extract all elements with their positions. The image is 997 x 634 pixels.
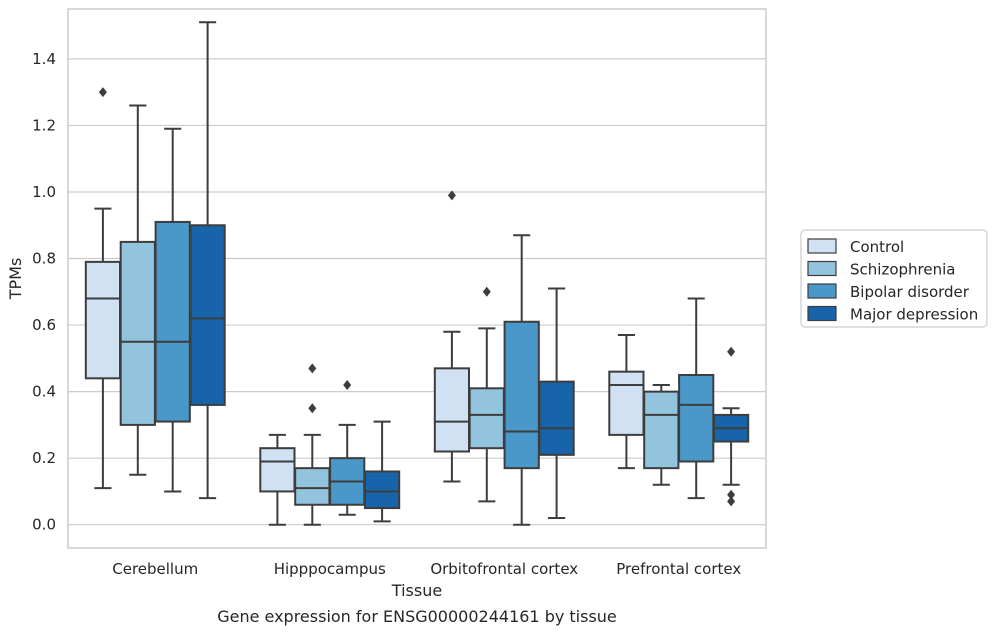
iqr-box [84, 260, 122, 380]
outlier-point [482, 286, 491, 297]
box-control [608, 334, 645, 470]
outlier-point [727, 496, 736, 507]
legend-swatch [807, 283, 837, 299]
y-tick-label: 0.6 [32, 316, 56, 334]
y-tick-labels: 0.0 0.2 0.4 0.6 0.8 1.0 1.2 1.4 [32, 50, 56, 534]
iqr-box [643, 390, 680, 470]
outlier-point [343, 379, 352, 390]
box-bipolar-disorder [329, 379, 366, 516]
plot-area [84, 21, 750, 526]
box-major-depression [712, 346, 750, 507]
legend-swatch [807, 305, 837, 322]
box-major-depression [363, 420, 401, 523]
box-bipolar-disorder [678, 297, 715, 500]
iqr-box [363, 470, 401, 510]
iqr-box [503, 320, 540, 470]
y-tick-label: 0.2 [32, 449, 56, 467]
y-tick-label: 0.0 [32, 516, 56, 534]
outlier-point [98, 87, 107, 98]
iqr-box [608, 370, 645, 436]
iqr-box [189, 224, 226, 406]
x-axis-label: Tissue [391, 581, 442, 600]
box-major-depression [538, 287, 575, 520]
legend-label: Control [850, 238, 904, 256]
x-tick-label: Orbitofrontal cortex [430, 560, 578, 578]
box-control [84, 87, 122, 490]
outlier-point [308, 363, 317, 374]
iqr-box [678, 373, 715, 463]
iqr-box [154, 220, 191, 423]
box-schizophrenia [294, 363, 331, 526]
iqr-box [538, 380, 575, 456]
legend: Control Schizophrenia Bipolar disorder Majo… [800, 229, 988, 328]
x-tick-label: Prefrontal cortex [616, 560, 741, 578]
outlier-point [727, 346, 736, 357]
box-major-depression [189, 21, 226, 500]
y-axis-label: TPMs [6, 258, 25, 301]
outlier-point [447, 190, 456, 201]
iqr-box [468, 387, 505, 450]
outlier-point [308, 403, 317, 414]
box-bipolar-disorder [503, 234, 540, 526]
legend-label: Bipolar disorder [850, 283, 970, 301]
iqr-box [259, 447, 296, 493]
plot-frame [67, 8, 767, 549]
y-tick-label: 0.8 [32, 250, 56, 268]
legend-label: Major depression [850, 306, 978, 324]
iqr-box [433, 367, 471, 453]
legend-frame [800, 229, 988, 328]
legend-swatch [807, 260, 837, 277]
box-control [433, 190, 471, 483]
y-tick-label: 1.0 [32, 183, 56, 201]
outlier-point [727, 489, 736, 500]
box-bipolar-disorder [154, 127, 191, 493]
iqr-box [119, 240, 156, 426]
legend-label: Schizophrenia [850, 261, 955, 279]
box-schizophrenia [643, 383, 680, 486]
y-tick-label: 0.4 [32, 383, 56, 401]
y-tick-label: 1.4 [32, 50, 56, 68]
box-control [259, 433, 296, 526]
x-tick-label: Hipppocampus [274, 560, 386, 578]
y-tick-label: 1.2 [32, 116, 56, 134]
x-tick-labels: Cerebellum Hipppocampus Orbitofrontal cort… [112, 560, 741, 578]
legend-swatch [807, 238, 837, 254]
iqr-box [294, 467, 331, 506]
box-schizophrenia [468, 286, 505, 503]
box-schizophrenia [119, 104, 156, 476]
x-tick-label: Cerebellum [112, 560, 198, 578]
chart-caption: Gene expression for ENSG00000244161 by t… [217, 607, 617, 626]
